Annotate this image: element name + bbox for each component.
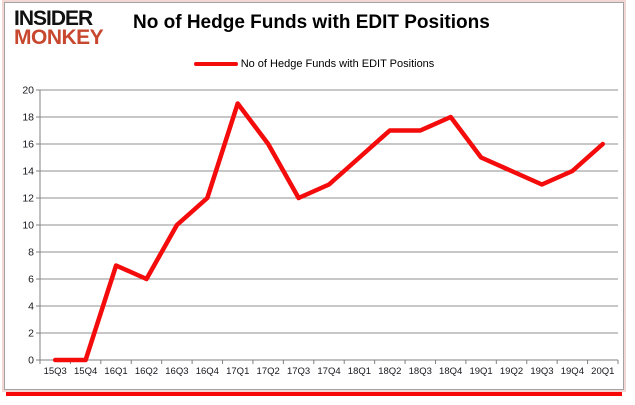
x-axis-label: 17Q3 [287, 366, 310, 377]
y-axis-label: 16 [22, 139, 34, 151]
x-axis-label: 19Q3 [530, 366, 553, 377]
logo-text-insider: INSIDER [14, 7, 93, 30]
x-axis-label: 16Q3 [165, 366, 188, 377]
x-axis-label: 18Q3 [409, 366, 432, 377]
x-axis-label: 15Q4 [74, 366, 97, 377]
x-axis-label: 18Q4 [439, 366, 462, 377]
plot-area: 0 2 4 6 8 10 12 14 16 18 20 15Q3 15Q4 16Q1 16Q2 16Q3 16Q… [5, 3, 623, 389]
y-axis-label: 20 [22, 85, 34, 97]
x-axis-label: 16Q1 [104, 366, 127, 377]
x-axis-label: 19Q2 [500, 366, 523, 377]
x-axis-label: 16Q4 [196, 366, 219, 377]
y-axis-label: 2 [28, 328, 34, 340]
chart-card: INSIDER MONKEY No of Hedge Funds with ED… [4, 2, 624, 390]
legend-line-swatch [193, 62, 238, 66]
line-chart-svg: 0 2 4 6 8 10 12 14 16 18 20 15Q3 15Q4 16Q1 16Q2 16Q3 16Q… [22, 85, 619, 377]
series-line [52, 101, 606, 363]
x-axis-label: 19Q4 [561, 366, 584, 377]
y-axis-label: 0 [28, 355, 34, 367]
y-axis-label: 14 [22, 166, 34, 178]
y-axis-label: 4 [28, 301, 34, 313]
x-axis-label: 17Q1 [226, 366, 249, 377]
legend: No of Hedge Funds with EDIT Positions [5, 58, 623, 70]
y-axis-label: 18 [22, 112, 34, 124]
y-axis-label: 12 [22, 193, 34, 205]
x-axis-label: 18Q2 [378, 366, 401, 377]
x-axis-label: 17Q2 [257, 366, 280, 377]
legend-label: No of Hedge Funds with EDIT Positions [240, 58, 435, 70]
y-axis-label: 6 [28, 274, 34, 286]
x-axis-label: 15Q3 [44, 366, 67, 377]
insider-monkey-logo: INSIDER MONKEY [14, 7, 104, 50]
x-axis-label: 16Q2 [135, 366, 158, 377]
x-axis-label: 18Q1 [348, 366, 371, 377]
logo-text-monkey: MONKEY [14, 26, 104, 50]
x-axis-label: 19Q1 [469, 366, 492, 377]
x-axis-label: 17Q4 [317, 366, 340, 377]
y-axis-label: 8 [28, 247, 34, 259]
y-axis-label: 10 [22, 220, 34, 232]
chart-title: No of Hedge Funds with EDIT Positions [133, 12, 490, 33]
x-axis-label: 20Q1 [591, 366, 614, 377]
